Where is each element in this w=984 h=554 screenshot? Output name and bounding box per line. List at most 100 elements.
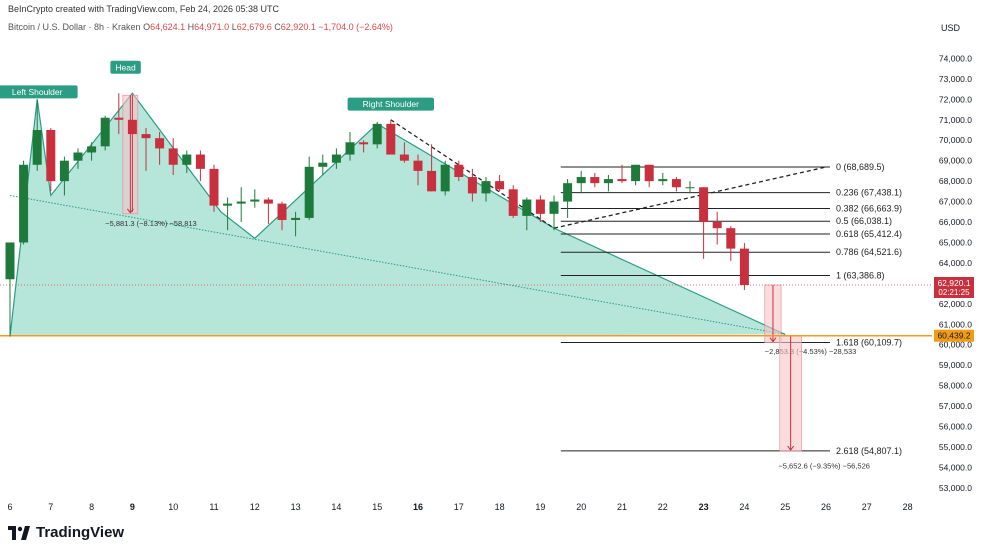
- price-tick-label: 71,000.0: [939, 115, 972, 125]
- candle-body: [386, 123, 396, 155]
- price-range-measurements: −5,881.3 (−8.13%) −58,813 −2,853.3 (−4.53…: [105, 94, 870, 470]
- pattern-label-badge: [110, 60, 141, 74]
- symbol-name[interactable]: Bitcoin / U.S. Dollar · 8h · Kraken: [8, 22, 141, 32]
- tradingview-logo[interactable]: TradingView: [8, 524, 124, 541]
- time-tick-label: 24: [739, 502, 749, 512]
- pattern-outline: [9, 92, 786, 337]
- candle-body: [535, 199, 545, 214]
- reference-lines: [0, 119, 932, 337]
- candle-body: [481, 181, 491, 194]
- candle-body: [359, 142, 369, 145]
- candle-body: [59, 160, 69, 182]
- price-tick-label: 65,000.0: [939, 237, 972, 247]
- price-tick-label: 74,000.0: [939, 53, 972, 63]
- chart-credit: BeInCrypto created with TradingView.com,…: [8, 4, 279, 14]
- candle-body: [263, 199, 273, 204]
- price-tick-label: 57,000.0: [939, 401, 972, 411]
- candle-body: [87, 146, 97, 153]
- time-tick-label: 14: [331, 502, 341, 512]
- candle-body: [250, 199, 260, 202]
- time-tick-label: 18: [495, 502, 505, 512]
- candle-body: [73, 152, 83, 161]
- measure-arrowhead: [769, 337, 777, 343]
- time-tick-label: 10: [168, 502, 178, 512]
- price-tick-label: 59,000.0: [939, 360, 972, 370]
- pattern-label-text: Head: [115, 62, 136, 72]
- pattern-label-text: Right Shoulder: [363, 99, 419, 109]
- measure-label: −5,652.6 (−9.35%) −56,526: [778, 461, 870, 470]
- fib-level-label: 0.382 (66,663.9): [836, 203, 902, 213]
- open-value: 64,624.1: [150, 22, 186, 32]
- time-tick-label: 19: [535, 502, 545, 512]
- low-value: 62,679.6: [236, 22, 272, 32]
- candle-body: [440, 164, 450, 192]
- pattern-label-text: Left Shoulder: [12, 87, 63, 97]
- time-tick-label: 12: [250, 502, 260, 512]
- time-tick-label: 28: [903, 502, 913, 512]
- candle-body: [168, 148, 178, 165]
- candle-body: [345, 142, 355, 155]
- candle-body: [576, 177, 586, 184]
- candle-body: [399, 154, 409, 161]
- fib-level-label: 0.618 (65,412.4): [836, 229, 902, 239]
- high-label: H: [187, 22, 195, 32]
- candle-body: [631, 164, 641, 182]
- time-tick-label: 25: [780, 502, 790, 512]
- low-label: L: [231, 22, 237, 32]
- time-tick-label: 13: [291, 502, 301, 512]
- candle-body: [495, 181, 505, 190]
- candle-body: [141, 134, 151, 139]
- neckline: [9, 194, 786, 335]
- candle-body: [155, 138, 165, 149]
- price-tick-label: 67,000.0: [939, 197, 972, 207]
- time-axis[interactable]: 6 7 8 9 10 11 12 13 14 15 16 17 18 19 20 21 22 23 24 25 26 27…: [7, 502, 912, 512]
- dashed-trendline: [390, 119, 827, 229]
- currency-label: USD: [941, 23, 961, 33]
- candle-body: [32, 130, 42, 165]
- fib-level-label: 0 (68,689.5): [836, 162, 885, 172]
- candle-body: [209, 168, 219, 206]
- candle-body: [427, 170, 437, 192]
- time-tick-label: 7: [48, 502, 53, 512]
- price-tick-label: 64,000.0: [939, 258, 972, 268]
- fib-level-label: 0.5 (66,038.1): [836, 216, 892, 226]
- price-tick-label: 60,000.0: [939, 340, 972, 350]
- time-tick-label: 16: [413, 502, 423, 512]
- time-tick-label: 22: [658, 502, 668, 512]
- time-tick-label: 20: [576, 502, 586, 512]
- candle-body: [603, 179, 613, 184]
- candle-body: [590, 177, 600, 184]
- open-label: O: [143, 22, 151, 32]
- candle-body: [671, 179, 681, 188]
- candle-body: [372, 123, 382, 145]
- orange-level-badge: [934, 329, 974, 342]
- price-tick-label: 53,000.0: [939, 483, 972, 493]
- candle-body: [223, 203, 233, 206]
- candlestick-series: [5, 93, 749, 337]
- candle-body: [644, 164, 654, 182]
- pattern-label-badge: [347, 97, 434, 111]
- change-value: −1,704.0 (−2.64%): [318, 22, 393, 32]
- price-tick-label: 69,000.0: [939, 156, 972, 166]
- pattern-labels: Left Shoulder Head Right Shoulder: [0, 60, 434, 111]
- candle-body: [291, 217, 301, 220]
- price-tick-label: 55,000.0: [939, 442, 972, 452]
- candle-body: [277, 203, 287, 220]
- close-value: 62,920.1: [280, 22, 316, 32]
- fib-level-label: 0.236 (67,438.1): [836, 188, 902, 198]
- high-value: 64,971.0: [194, 22, 230, 32]
- time-tick-label: 27: [862, 502, 872, 512]
- current-price-value: 62,920.1: [937, 278, 970, 288]
- candle-body: [127, 119, 137, 135]
- measure-arrowhead: [787, 445, 795, 451]
- time-tick-label: 26: [821, 502, 831, 512]
- brand-name: TradingView: [36, 524, 125, 541]
- candle-countdown: 02:21:25: [938, 288, 970, 297]
- time-tick-label: 15: [372, 502, 382, 512]
- time-tick-label: 9: [130, 502, 135, 512]
- time-tick-label: 11: [209, 502, 218, 512]
- price-axis[interactable]: USD 74,000.0 73,000.0 72,000.0 71,000.0 70,00…: [934, 23, 974, 493]
- candle-body: [617, 179, 627, 182]
- candle-body: [699, 187, 709, 223]
